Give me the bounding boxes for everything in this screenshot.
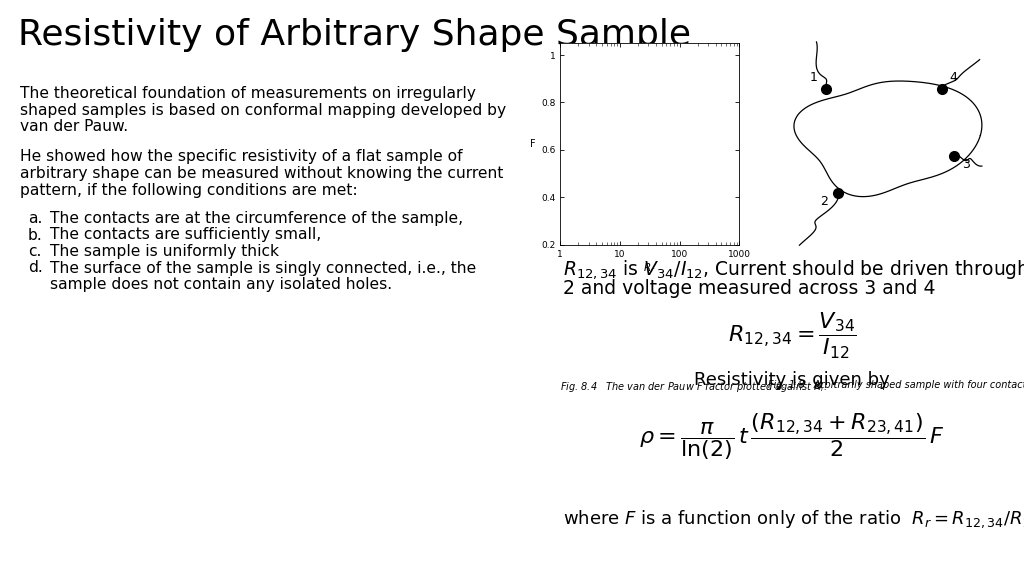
Text: van der Pauw.: van der Pauw. [20,119,128,134]
Text: Fig. 8.4   The van der Pauw $F$ factor plotted against $R_r$.: Fig. 8.4 The van der Pauw $F$ factor plo… [560,380,827,394]
Text: where $F$ is a function only of the ratio  $R_r = R_{12,34}/R_{23,41}$: where $F$ is a function only of the rati… [563,508,1024,529]
X-axis label: $R_r$: $R_r$ [643,262,656,275]
Text: d.: d. [28,260,43,275]
Text: pattern, if the following conditions are met:: pattern, if the following conditions are… [20,183,357,198]
Text: He showed how the specific resistivity of a flat sample of: He showed how the specific resistivity o… [20,150,463,165]
Text: 4: 4 [949,71,957,84]
Text: 2: 2 [820,195,827,208]
Text: c.: c. [28,244,41,259]
Text: Fig. 1.8   Arbitrarily shaped sample with four contacts.: Fig. 1.8 Arbitrarily shaped sample with … [768,380,1024,390]
Y-axis label: F: F [529,139,536,149]
Text: a.: a. [28,211,42,226]
Text: $\rho = \dfrac{\pi}{\ln(2)}\, t\, \dfrac{(R_{12,34} + R_{23,41})}{2}\, F$: $\rho = \dfrac{\pi}{\ln(2)}\, t\, \dfrac… [639,411,945,462]
Text: sample does not contain any isolated holes.: sample does not contain any isolated hol… [50,277,392,292]
Text: The sample is uniformly thick: The sample is uniformly thick [50,244,279,259]
Text: The contacts are at the circumference of the sample,: The contacts are at the circumference of… [50,211,463,226]
Text: 1: 1 [810,71,818,84]
Text: The contacts are sufficiently small,: The contacts are sufficiently small, [50,228,322,242]
Text: Resistivity is given by: Resistivity is given by [694,371,890,389]
Text: 3: 3 [962,158,970,170]
Text: shaped samples is based on conformal mapping developed by: shaped samples is based on conformal map… [20,103,506,118]
Text: $R_{12,34} = \dfrac{V_{34}}{I_{12}}$: $R_{12,34} = \dfrac{V_{34}}{I_{12}}$ [728,311,856,361]
Text: The theoretical foundation of measurements on irregularly: The theoretical foundation of measuremen… [20,86,476,101]
Text: Resistivity of Arbitrary Shape Sample: Resistivity of Arbitrary Shape Sample [18,18,691,52]
Text: The surface of the sample is singly connected, i.e., the: The surface of the sample is singly conn… [50,260,476,275]
Text: arbitrary shape can be measured without knowing the current: arbitrary shape can be measured without … [20,166,504,181]
Text: b.: b. [28,228,43,242]
Text: $R_{12,34}$ is $V_{34}/I_{12}$, Current should be driven through 1 and: $R_{12,34}$ is $V_{34}/I_{12}$, Current … [563,258,1024,281]
Text: 2 and voltage measured across 3 and 4: 2 and voltage measured across 3 and 4 [563,279,936,298]
